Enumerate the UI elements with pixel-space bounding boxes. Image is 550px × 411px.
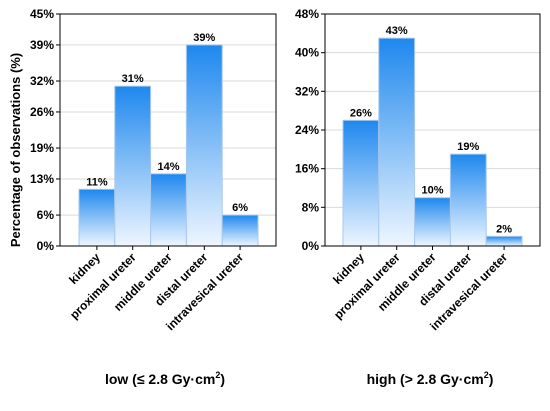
y-tick-label-low: 0%	[37, 239, 55, 253]
data-label-low-0: 11%	[86, 176, 108, 188]
plot-frame-low	[59, 13, 277, 247]
panel-title-high-sup: 2	[484, 370, 489, 380]
bar-low-4	[221, 214, 259, 247]
data-label-high-2: 10%	[421, 185, 443, 197]
data-label-low-4: 6%	[232, 202, 248, 214]
bar-high-3	[449, 153, 487, 247]
y-tick-label-low: 26%	[30, 105, 54, 119]
bar-low-1	[114, 85, 152, 247]
panel-title-low-main: low (≤ 2.8 Gy·cm	[105, 371, 215, 387]
y-tick-label-low: 6%	[37, 208, 55, 222]
y-tick-label-high: 48%	[295, 7, 319, 21]
y-tick-label-high: 0%	[302, 239, 320, 253]
bar-high-4	[485, 235, 523, 247]
data-label-low-2: 14%	[157, 161, 179, 173]
panel-title-low-close: )	[220, 371, 225, 387]
y-tick-label-low: 19%	[30, 141, 54, 155]
y-tick-label-high: 40%	[295, 46, 319, 60]
plot-frame-high	[324, 13, 541, 247]
data-label-low-1: 31%	[122, 73, 144, 85]
bar-high-2	[414, 197, 451, 247]
y-tick-label-low: 32%	[30, 74, 54, 88]
bar-low-0	[78, 188, 116, 247]
y-axis-label: Percentage of observations (%)	[8, 53, 23, 247]
data-label-low-3: 39%	[193, 32, 215, 44]
data-label-high-1: 43%	[386, 25, 408, 37]
y-tick-label-low: 13%	[30, 172, 54, 186]
panel-title-high-close: )	[489, 371, 494, 387]
data-label-high-3: 19%	[457, 141, 479, 153]
bar-high-1	[378, 37, 416, 247]
y-tick-label-high: 32%	[295, 84, 319, 98]
y-tick-label-high: 16%	[295, 162, 319, 176]
panel-title-low: low (≤ 2.8 Gy·cm2)	[105, 370, 225, 387]
panel-low: 0%6%13%19%26%32%39%45%11%kidney31%proxim…	[30, 7, 277, 333]
bar-low-3	[185, 44, 223, 247]
panel-title-high: high (> 2.8 Gy·cm2)	[367, 370, 494, 387]
y-tick-label-high: 8%	[302, 200, 320, 214]
panel-high: 0%8%16%24%32%40%48%26%kidney43%proximal …	[295, 7, 541, 333]
y-tick-label-low: 45%	[30, 7, 54, 21]
bar-high-0	[342, 119, 380, 247]
bar-low-2	[150, 173, 187, 247]
y-tick-label-low: 39%	[30, 38, 54, 52]
panel-title-high-main: high (> 2.8 Gy·cm	[367, 371, 484, 387]
data-label-high-4: 2%	[496, 223, 512, 235]
panel-title-low-sup: 2	[215, 370, 220, 380]
y-tick-label-high: 24%	[295, 123, 319, 137]
data-label-high-0: 26%	[350, 107, 372, 119]
